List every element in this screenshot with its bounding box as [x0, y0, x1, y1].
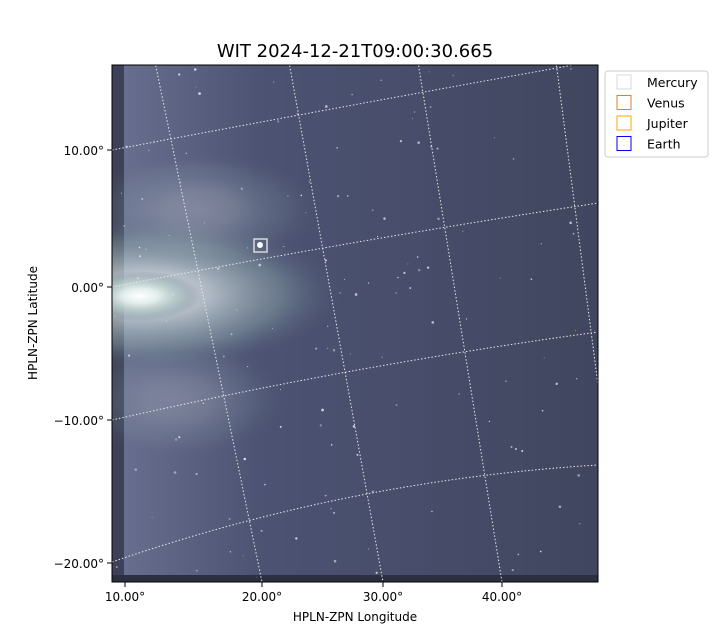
image-area	[112, 65, 598, 582]
legend-label: Earth	[647, 137, 681, 152]
x-axis-label: HPLN-ZPN Longitude	[293, 610, 417, 624]
x-tick-label: 40.00°	[482, 590, 522, 604]
legend-swatch	[616, 74, 632, 90]
x-ticks: 10.00° 20.00° 30.00° 40.00°	[105, 582, 522, 604]
legend-swatch	[616, 95, 632, 110]
legend: Mercury Venus Jupiter Earth	[604, 70, 709, 158]
grid	[112, 65, 598, 582]
y-tick-label: −10.00°	[54, 414, 104, 428]
legend-swatch	[616, 136, 632, 151]
stars	[114, 68, 581, 578]
y-axis-label: HPLN-ZPN Latitude	[26, 266, 40, 380]
y-tick-label: −20.00°	[54, 557, 104, 571]
legend-swatch	[616, 115, 632, 131]
x-tick-label: 10.00°	[105, 590, 145, 604]
y-tick-label: 10.00°	[64, 144, 104, 158]
x-tick-label: 20.00°	[242, 590, 282, 604]
x-tick-label: 30.00°	[363, 590, 403, 604]
plot-frame	[111, 64, 599, 583]
legend-label: Mercury	[647, 75, 698, 90]
y-ticks: 10.00° 0.00° −10.00° −20.00°	[54, 144, 112, 571]
chart-title: WIT 2024-12-21T09:00:30.665	[217, 41, 493, 62]
mercury-marker	[253, 238, 268, 253]
y-tick-label: 0.00°	[71, 281, 104, 295]
legend-label: Jupiter	[646, 116, 689, 131]
legend-label: Venus	[647, 96, 685, 111]
